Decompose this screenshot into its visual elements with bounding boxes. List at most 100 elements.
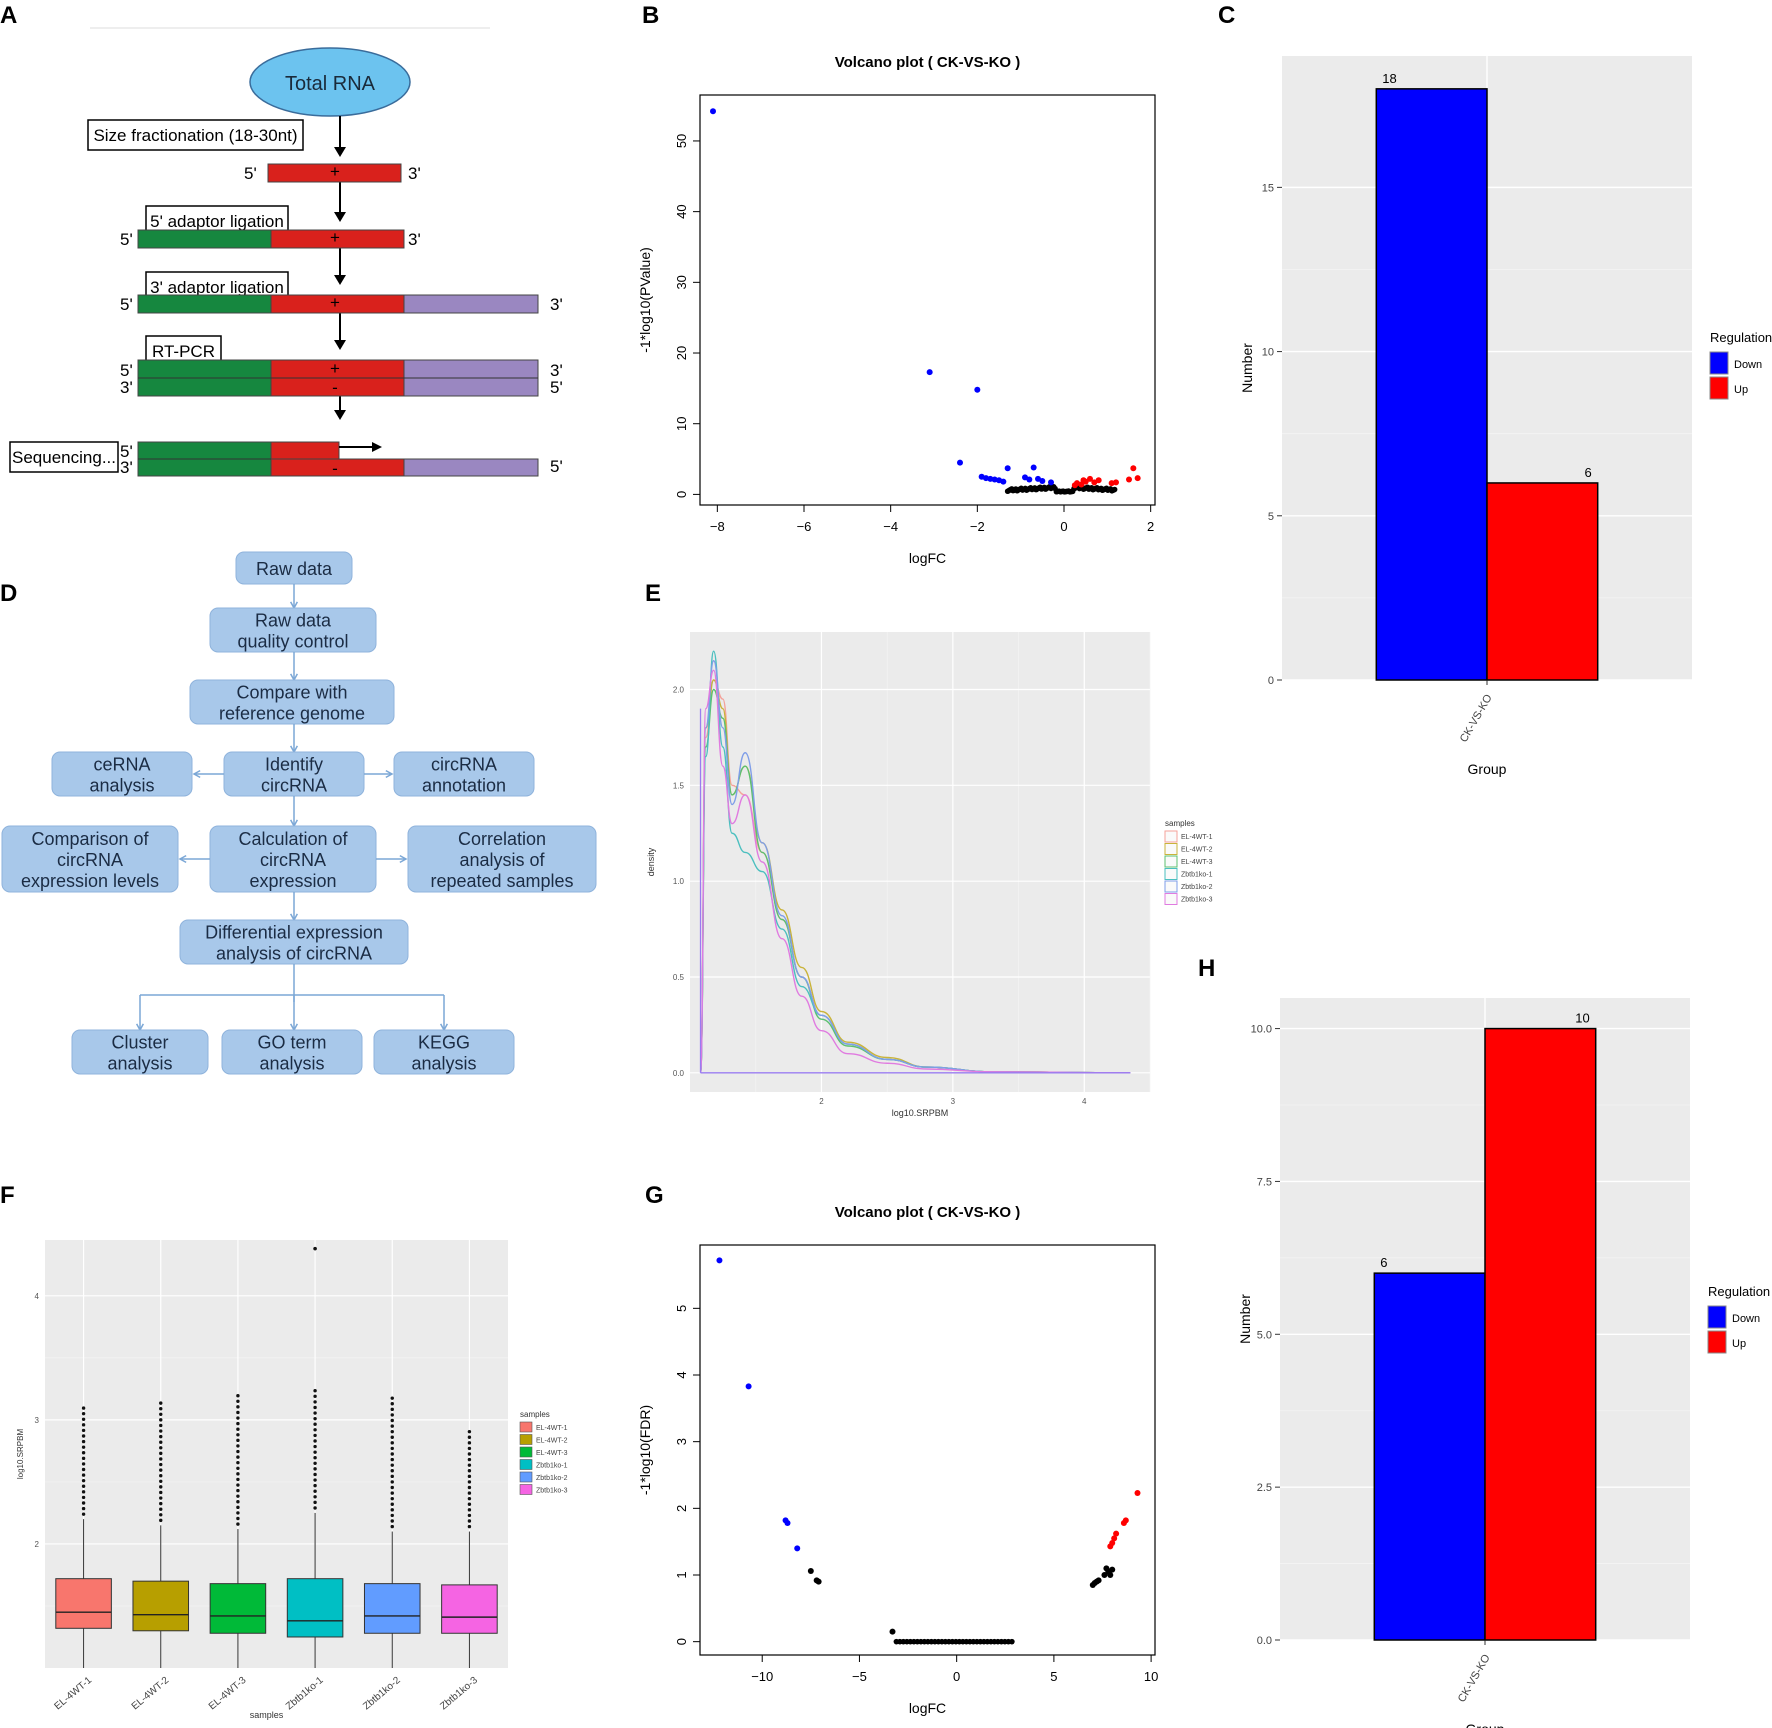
outlier-point [390,1474,394,1479]
y-tick-label: 2.5 [1257,1482,1272,1494]
outlier-point [467,1463,472,1467]
y-axis-label: density [646,847,656,876]
x-tick-label: EL-4WT-3 [207,1675,249,1713]
insert-5a [270,441,340,460]
outlier-point [159,1496,163,1500]
legend-swatch [1164,830,1178,843]
end3-5b: 3' [120,458,133,477]
bar-down [1375,88,1488,681]
outlier-point [467,1508,472,1512]
outlier-point [313,1400,317,1404]
outlier-point [159,1501,163,1506]
legend-label: EL-4WT-1 [1181,834,1213,841]
outlier-point [159,1513,163,1517]
outlier-point [467,1496,472,1501]
end3-4a: 3' [550,361,563,380]
x-tick-label: 2 [1147,519,1154,534]
outlier-point [236,1438,240,1443]
legend-label: EL-4WT-1 [536,1425,568,1432]
x-axis-label: logFC [909,550,946,566]
outlier-point [236,1466,240,1470]
cerna-text: analysis [89,776,154,796]
outlier-point [390,1508,394,1512]
box-EL-4WT-2 [132,1580,190,1632]
panel-label-h: H [1198,955,1216,982]
up-point [1130,465,1137,472]
calc-text: expression [249,871,336,891]
outlier-point [159,1412,163,1417]
outlier-point [467,1491,472,1495]
x-axis-label: Group [1468,761,1507,777]
correlation-text: repeated samples [430,871,573,891]
legend-label: EL-4WT-2 [1181,847,1213,854]
outlier-point [81,1462,86,1466]
outlier-point [236,1427,240,1431]
outlier-point [159,1401,163,1405]
seq-arrow-head [372,442,382,452]
outlier-point [236,1460,240,1465]
end5-4a: 5' [120,361,133,380]
outlier-point [159,1451,163,1456]
data-label-up: 10 [1575,1011,1589,1026]
outlier-point [313,1489,317,1493]
y-tick-label: 3 [35,1416,40,1425]
outlier-point [236,1433,240,1437]
outlier-point [467,1435,472,1439]
arrow-head-1 [334,212,346,222]
x-axis-label: logFC [909,1700,946,1716]
arrow-head-0 [334,147,346,157]
outlier-point [467,1519,472,1523]
outlier-point [313,1444,317,1449]
end3-4b: 3' [120,378,133,397]
outlier-point [81,1490,86,1494]
outlier-point [236,1505,240,1510]
comparison-text: expression levels [21,871,159,891]
outlier-point [236,1488,240,1493]
legend-title: samples [1165,819,1195,828]
go-text: analysis [259,1054,324,1074]
outlier-point [81,1445,86,1449]
outlier-point [390,1491,394,1495]
correlation-text: Correlation [458,829,546,849]
legend-swatch-down [1709,351,1729,375]
density-line-Zbtb1ko-3 [699,669,1131,1074]
raw-data-text: Raw data [256,559,333,579]
up-point [1111,1535,1118,1542]
down-point [716,1257,723,1264]
y-tick-label: 5 [1268,511,1274,523]
down-point [1000,478,1007,485]
plot-background [690,632,1150,1092]
down-point [1048,479,1054,486]
panel-label-c: C [1218,2,1236,29]
outlier-point [81,1434,86,1438]
neutral-point [1095,1577,1102,1584]
outlier-point [313,1472,317,1477]
outlier-point [81,1423,86,1427]
end5-5b: 5' [550,457,563,476]
cluster-text: analysis [107,1054,172,1074]
calc-text: Calculation of [238,829,348,849]
outlier-point [159,1407,163,1411]
minus-4: - [332,378,338,397]
comparison-box [1,825,179,893]
volcano-title: Volcano plot ( CK-VS-KO ) [835,54,1021,71]
annotation-text: annotation [422,776,506,796]
bar-down [1373,1272,1486,1641]
y-tick-label: 10 [674,416,689,430]
box-EL-4WT-3 [209,1583,267,1634]
y-tick-label: 40 [674,204,689,218]
step-label-0: Size fractionation (18-30nt) [93,126,297,145]
outlier-point [159,1434,163,1439]
box-Zbtb1ko-3 [441,1584,498,1634]
y-tick-label: 2.0 [673,686,685,695]
cluster-box [71,1029,209,1075]
legend-swatch [1164,868,1178,880]
legend-swatch [519,1434,533,1445]
outlier-point [81,1417,86,1421]
correlation-box [407,825,597,893]
comparison-text: circRNA [57,850,123,870]
legend-label: Zbtb1ko-2 [1181,884,1213,891]
panel-g-volcano: Volcano plot ( CK-VS-KO ) −10 −5 0 5 10 0 1 2 3 4 5… [637,1204,1158,1716]
